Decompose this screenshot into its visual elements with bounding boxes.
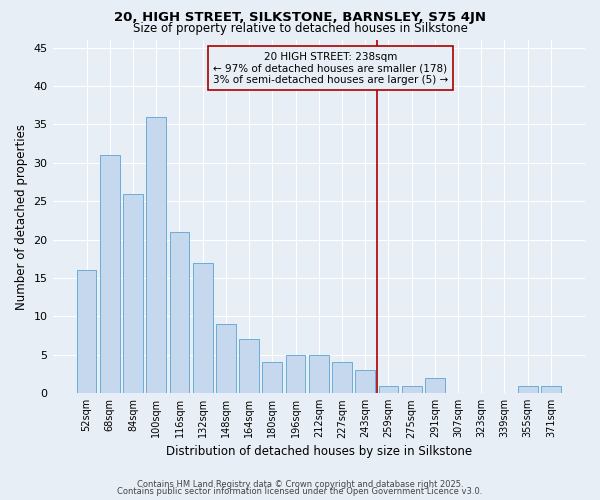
Bar	[239, 340, 259, 393]
Text: 20, HIGH STREET, SILKSTONE, BARNSLEY, S75 4JN: 20, HIGH STREET, SILKSTONE, BARNSLEY, S7…	[114, 11, 486, 24]
Bar	[541, 386, 561, 393]
Bar	[518, 386, 538, 393]
Bar	[100, 155, 119, 393]
Bar	[193, 262, 212, 393]
Bar	[402, 386, 422, 393]
Y-axis label: Number of detached properties: Number of detached properties	[15, 124, 28, 310]
Bar	[216, 324, 236, 393]
Bar	[332, 362, 352, 393]
Text: Size of property relative to detached houses in Silkstone: Size of property relative to detached ho…	[133, 22, 467, 35]
X-axis label: Distribution of detached houses by size in Silkstone: Distribution of detached houses by size …	[166, 444, 472, 458]
Bar	[286, 355, 305, 393]
Text: Contains HM Land Registry data © Crown copyright and database right 2025.: Contains HM Land Registry data © Crown c…	[137, 480, 463, 489]
Bar	[123, 194, 143, 393]
Bar	[425, 378, 445, 393]
Bar	[262, 362, 282, 393]
Text: 20 HIGH STREET: 238sqm
← 97% of detached houses are smaller (178)
3% of semi-det: 20 HIGH STREET: 238sqm ← 97% of detached…	[213, 52, 448, 84]
Text: Contains public sector information licensed under the Open Government Licence v3: Contains public sector information licen…	[118, 488, 482, 496]
Bar	[355, 370, 375, 393]
Bar	[170, 232, 190, 393]
Bar	[146, 117, 166, 393]
Bar	[379, 386, 398, 393]
Bar	[77, 270, 97, 393]
Bar	[309, 355, 329, 393]
